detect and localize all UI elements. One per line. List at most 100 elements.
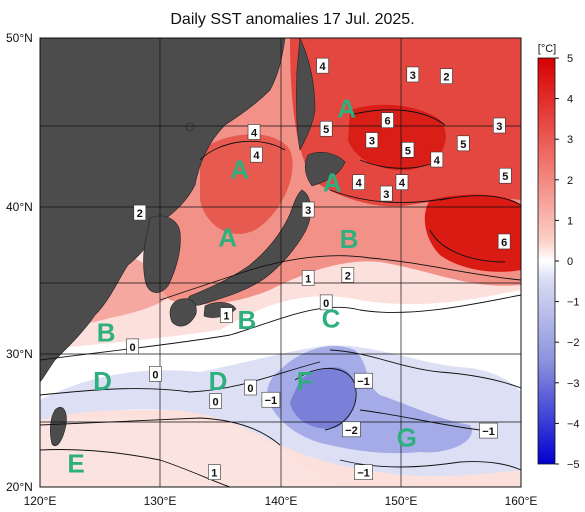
contour-label-box xyxy=(126,338,139,355)
contour-line xyxy=(159,255,521,301)
contour-label-box xyxy=(319,294,333,311)
contour-label-box xyxy=(301,270,315,286)
contour-label-box xyxy=(430,151,444,168)
region-label-e: E xyxy=(67,449,84,479)
contour-label: 4 xyxy=(320,61,327,73)
colorbar-tick-label: −2 xyxy=(567,337,580,349)
contour-label-box xyxy=(440,68,453,85)
contour-label-box xyxy=(493,117,506,134)
land-sakhalin xyxy=(296,38,316,151)
lat-label-30: 30°N xyxy=(6,347,33,361)
contour-line xyxy=(359,409,481,431)
anomaly-zone-hot-okhotsk xyxy=(348,104,446,171)
contour-label: 0 xyxy=(152,369,158,381)
contour-line xyxy=(40,417,281,446)
lon-label-120: 120°E xyxy=(24,494,57,508)
colorbar-tick-label: 2 xyxy=(567,175,573,187)
colorbar-tick-label: −4 xyxy=(567,418,580,430)
contour-label: 2 xyxy=(443,72,449,84)
colorbar-tick-label: −1 xyxy=(567,297,580,309)
colorbar-tick-label: −3 xyxy=(567,378,580,390)
anomaly-zone-hot-sea-of-japan xyxy=(200,134,293,234)
contour-line xyxy=(329,189,451,203)
colorbar: [°C] 5 4 3 2 1 0 −1 −2 −3 −4 −5 xyxy=(537,43,580,471)
contour-label: 0 xyxy=(323,298,329,310)
region-label-b2: B xyxy=(237,305,256,335)
contour-label-box xyxy=(497,233,511,250)
contour-line xyxy=(439,195,521,206)
contour-label-box xyxy=(261,391,281,408)
contour-label: 3 xyxy=(410,70,416,82)
contour-label-box xyxy=(133,204,147,221)
contour-label: 4 xyxy=(251,127,258,139)
contour-label: 1 xyxy=(211,468,217,480)
colorbar-ramp xyxy=(537,57,556,465)
contour-label-box xyxy=(456,135,470,152)
contour-label: 3 xyxy=(305,205,311,217)
colorbar-tick-label: −5 xyxy=(567,459,580,471)
contour-line xyxy=(349,109,446,126)
land-korea xyxy=(143,215,181,293)
contour-label: 2 xyxy=(345,270,351,282)
anomaly-zone-hot-east xyxy=(424,194,521,272)
contour-label: 0 xyxy=(213,397,219,409)
region-label-a3: A xyxy=(323,168,342,198)
contour-label: 6 xyxy=(384,116,390,128)
contour-label: −2 xyxy=(345,425,358,437)
contour-label: 5 xyxy=(460,139,466,151)
contour-label: 0 xyxy=(247,383,253,395)
region-label-b3: B xyxy=(97,318,116,348)
contour-label-box xyxy=(354,372,373,389)
colorbar-unit: [°C] xyxy=(538,43,556,55)
land-islet xyxy=(185,122,195,132)
lon-label-150: 150°E xyxy=(385,494,418,508)
region-label-b1: B xyxy=(340,224,359,254)
colorbar-tick-label: 4 xyxy=(567,94,573,106)
contour-label-box xyxy=(406,66,420,83)
contour-line xyxy=(199,140,286,161)
region-label-d2: D xyxy=(209,366,228,396)
contour-label: 6 xyxy=(501,237,507,249)
contour-label-box xyxy=(250,146,263,163)
colorbar-tick-label: 5 xyxy=(567,53,573,65)
contour-label: 4 xyxy=(399,178,406,190)
contour-label: 5 xyxy=(323,124,329,136)
land-hokkaido xyxy=(304,152,346,187)
region-label-g: G xyxy=(397,423,417,453)
contour-label-box xyxy=(247,124,261,140)
lat-label-40: 40°N xyxy=(6,200,33,214)
contour-label: 4 xyxy=(434,155,441,167)
contour-label-box xyxy=(220,307,233,323)
contour-label-box xyxy=(319,120,333,137)
contour-label-box xyxy=(381,112,394,129)
lon-label-140: 140°E xyxy=(265,494,298,508)
region-label-a4: A xyxy=(218,222,237,252)
anomaly-zone-south-warm xyxy=(40,417,340,487)
contour-line xyxy=(429,229,506,263)
contour-label: 1 xyxy=(223,311,229,323)
contour-label: 3 xyxy=(369,136,375,148)
contour-label: 4 xyxy=(253,150,260,162)
contour-label-box xyxy=(499,167,512,184)
map-frame xyxy=(39,37,522,488)
region-label-a1: A xyxy=(337,93,356,123)
contour-label: −1 xyxy=(265,395,278,407)
contour-label: −1 xyxy=(357,468,370,480)
land-kyushu xyxy=(169,298,197,327)
region-label-c: C xyxy=(322,304,341,334)
contour-label: 0 xyxy=(130,342,136,354)
contour-label: −1 xyxy=(357,376,370,388)
colorbar-tick-label: 0 xyxy=(567,256,573,268)
contour-label-box xyxy=(342,421,361,438)
contour-label-box xyxy=(208,464,221,481)
contour-label-box xyxy=(341,267,355,283)
contour-label: 5 xyxy=(502,171,508,183)
contour-label-box xyxy=(301,201,315,218)
contour-label-box xyxy=(209,393,222,409)
lon-label-160: 160°E xyxy=(505,494,538,508)
contour-label-box xyxy=(380,185,393,202)
lat-label-50: 50°N xyxy=(6,31,33,45)
